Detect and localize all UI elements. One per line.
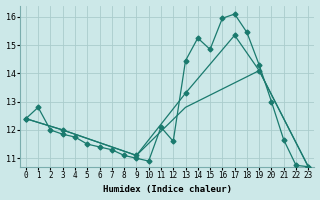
X-axis label: Humidex (Indice chaleur): Humidex (Indice chaleur) (103, 185, 232, 194)
